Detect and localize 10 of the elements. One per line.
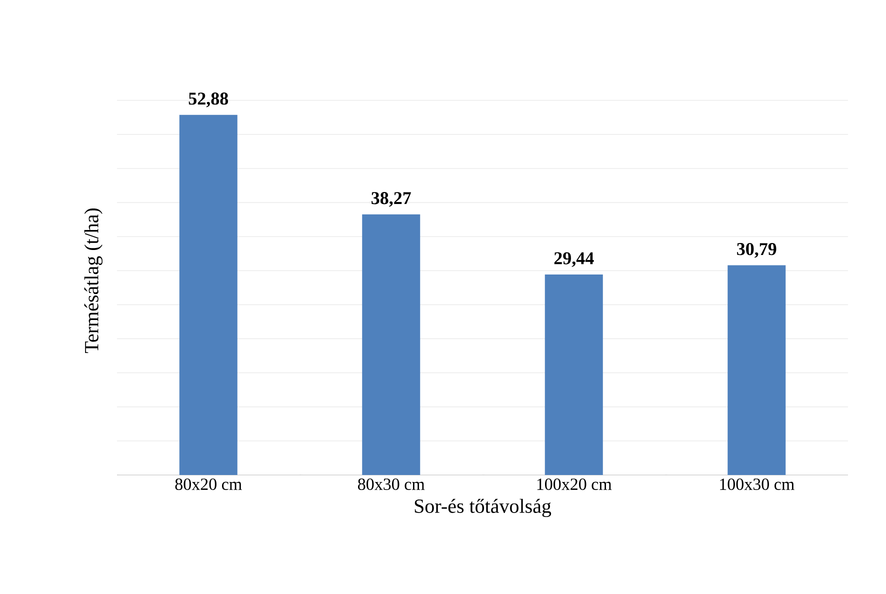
data-label: 38,27 xyxy=(372,192,411,207)
x-tick-label: 80x30 cm xyxy=(358,478,425,490)
x-tick-label: 80x20 cm xyxy=(175,478,242,490)
data-label: 29,44 xyxy=(554,252,594,267)
x-axis-title: Sor-és tőtávolság xyxy=(414,498,552,518)
y-axis-title: Termésátlag (t/ha) xyxy=(84,208,103,354)
x-tick-label: 100x20 cm xyxy=(537,478,612,490)
data-label: 52,88 xyxy=(188,92,228,108)
data-label: 30,79 xyxy=(737,243,776,258)
x-tick-label: 100x30 cm xyxy=(720,478,794,490)
